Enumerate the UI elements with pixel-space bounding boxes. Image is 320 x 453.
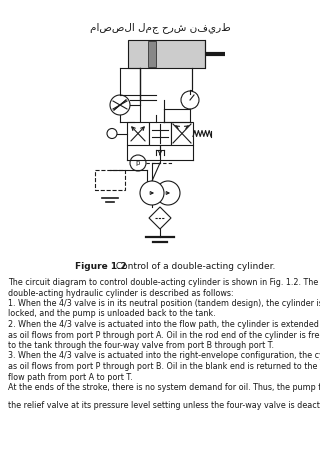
Bar: [128, 40, 205, 68]
Bar: [148, 41, 156, 67]
Circle shape: [110, 95, 130, 115]
Text: The circuit diagram to control double-acting cylinder is shown in Fig. 1.2. The : The circuit diagram to control double-ac…: [8, 278, 320, 287]
Polygon shape: [149, 207, 171, 229]
Text: the relief valve at its pressure level setting unless the four-way valve is deac: the relief valve at its pressure level s…: [8, 401, 320, 410]
Bar: [171, 122, 193, 145]
Circle shape: [107, 129, 117, 139]
Text: Figure 1.2: Figure 1.2: [75, 262, 127, 271]
Text: p: p: [136, 160, 140, 166]
Text: At the ends of the stroke, there is no system demand for oil. Thus, the pump flo: At the ends of the stroke, there is no s…: [8, 383, 320, 392]
Text: to the tank through the four-way valve from port B through port T.: to the tank through the four-way valve f…: [8, 341, 274, 350]
Text: locked, and the pump is unloaded back to the tank.: locked, and the pump is unloaded back to…: [8, 309, 216, 318]
Text: 2. When the 4/3 valve is actuated into the flow path, the cylinder is extended a: 2. When the 4/3 valve is actuated into t…: [8, 320, 320, 329]
Bar: [127, 122, 149, 145]
Bar: [149, 122, 171, 145]
Bar: [95, 170, 125, 190]
Text: 3. When the 4/3 valve is actuated into the right-envelope configuration, the cyl: 3. When the 4/3 valve is actuated into t…: [8, 352, 320, 361]
Circle shape: [130, 155, 146, 171]
Text: as oil flows from port P through port A. Oil in the rod end of the cylinder is f: as oil flows from port P through port A.…: [8, 331, 320, 339]
Circle shape: [156, 181, 180, 205]
Text: flow path from port A to port T.: flow path from port A to port T.: [8, 372, 132, 381]
Text: ماصصلا لمج حرش نفيرط: ماصصلا لمج حرش نفيرط: [90, 22, 230, 33]
Circle shape: [181, 91, 199, 109]
Circle shape: [140, 181, 164, 205]
Text: double-acting hydraulic cylinder is described as follows:: double-acting hydraulic cylinder is desc…: [8, 289, 234, 298]
Text: 1. When the 4/3 valve is in its neutral position (tandem design), the cylinder i: 1. When the 4/3 valve is in its neutral …: [8, 299, 320, 308]
Text: as oil flows from port P through port B. Oil in the blank end is returned to the: as oil flows from port P through port B.…: [8, 362, 320, 371]
Text: Control of a double-acting cylinder.: Control of a double-acting cylinder.: [113, 262, 276, 271]
